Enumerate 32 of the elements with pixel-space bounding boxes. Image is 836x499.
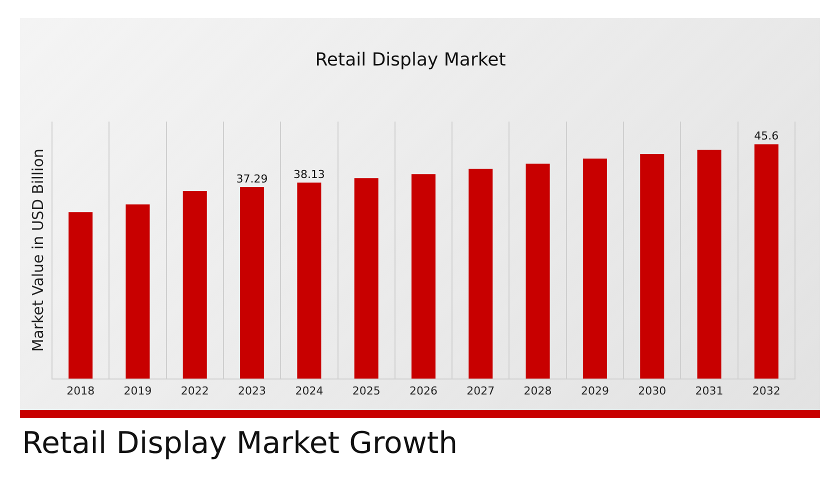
data-label: 37.29 <box>236 172 268 186</box>
x-tick-label: 2028 <box>524 384 552 398</box>
text: Retail Display Market Growth <box>22 426 458 461</box>
bar <box>754 144 778 379</box>
data-label: 45.6 <box>754 130 779 143</box>
x-tick-label: 2026 <box>410 384 438 398</box>
x-tick-label: 2022 <box>180 384 209 398</box>
bar <box>240 186 264 379</box>
bar <box>412 174 436 379</box>
x-tick-label: 2031 <box>695 384 724 398</box>
x-tick-label: 2018 <box>66 384 95 398</box>
y-axis-title: Market Value in USD Billion <box>28 148 47 352</box>
x-tick-label: 2030 <box>638 384 666 398</box>
bar <box>526 164 550 379</box>
bar <box>68 212 93 379</box>
x-tick-label: 2019 <box>124 384 152 398</box>
data-label: 38.13 <box>293 168 325 182</box>
x-tick-label: 2025 <box>352 384 380 398</box>
x-tick-label: 2027 <box>466 384 495 398</box>
chart-title: Retail Display Market <box>315 49 506 70</box>
bar <box>126 204 150 379</box>
x-tick-label: 2024 <box>295 384 324 398</box>
bar <box>582 158 607 379</box>
bar <box>297 182 322 379</box>
bar <box>354 178 378 379</box>
bar <box>182 191 207 379</box>
x-tick-label: 2032 <box>752 384 780 398</box>
bar <box>468 168 493 379</box>
x-tick-label: 2023 <box>238 384 266 398</box>
bar <box>697 150 722 379</box>
x-tick-label: 2029 <box>580 384 609 398</box>
bar <box>640 154 664 379</box>
